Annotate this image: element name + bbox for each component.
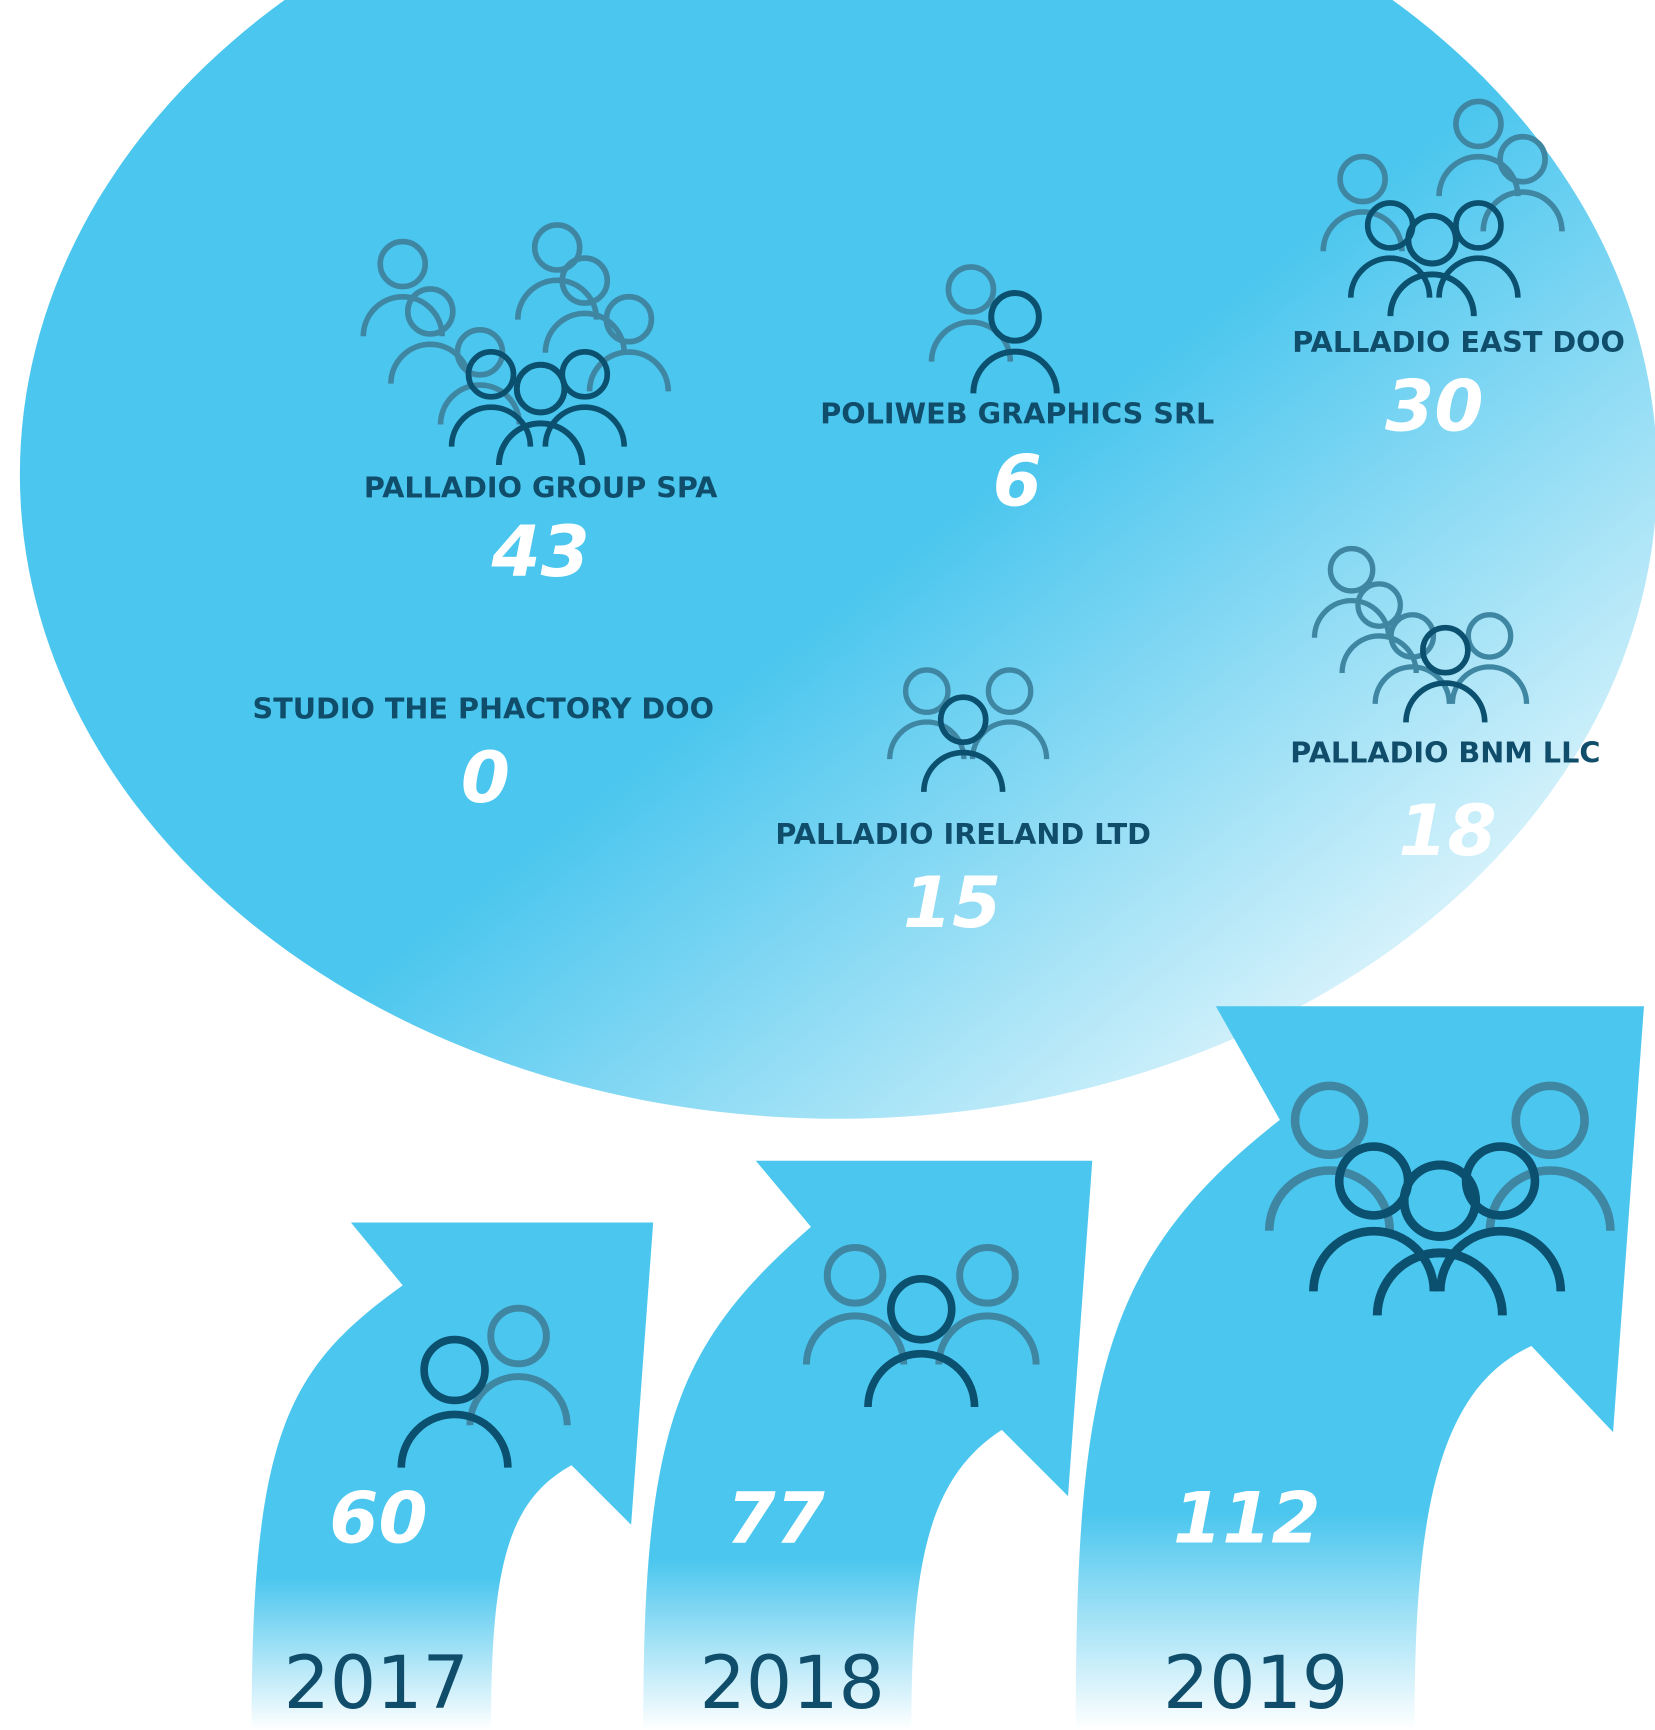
background-blob: [20, 0, 1655, 1119]
arrow-2017: [251, 1222, 654, 1730]
company-count: 6: [993, 439, 1042, 522]
year-count: 112: [1173, 1476, 1320, 1559]
year-label: 2019: [1163, 1641, 1348, 1726]
company-name: POLIWEB GRAPHICS SRL: [820, 397, 1214, 431]
company-count: 15: [903, 861, 1001, 944]
company-name: STUDIO THE PHACTORY DOO: [253, 691, 714, 725]
company-name: PALLADIO BNM LLC: [1290, 735, 1600, 769]
year-label: 2017: [284, 1641, 469, 1726]
arrow-2019: [1075, 1006, 1644, 1730]
company-count: 18: [1398, 789, 1496, 872]
company-name: PALLADIO EAST DOO: [1292, 325, 1625, 359]
company-count: 0: [461, 736, 510, 819]
company-count: 30: [1385, 364, 1483, 447]
year-label: 2018: [700, 1641, 885, 1726]
company-name: PALLADIO IRELAND LTD: [775, 817, 1151, 851]
year-count: 60: [329, 1476, 427, 1559]
company-name: PALLADIO GROUP SPA: [364, 471, 718, 505]
year-count: 77: [727, 1476, 825, 1559]
company-count: 43: [491, 510, 590, 593]
